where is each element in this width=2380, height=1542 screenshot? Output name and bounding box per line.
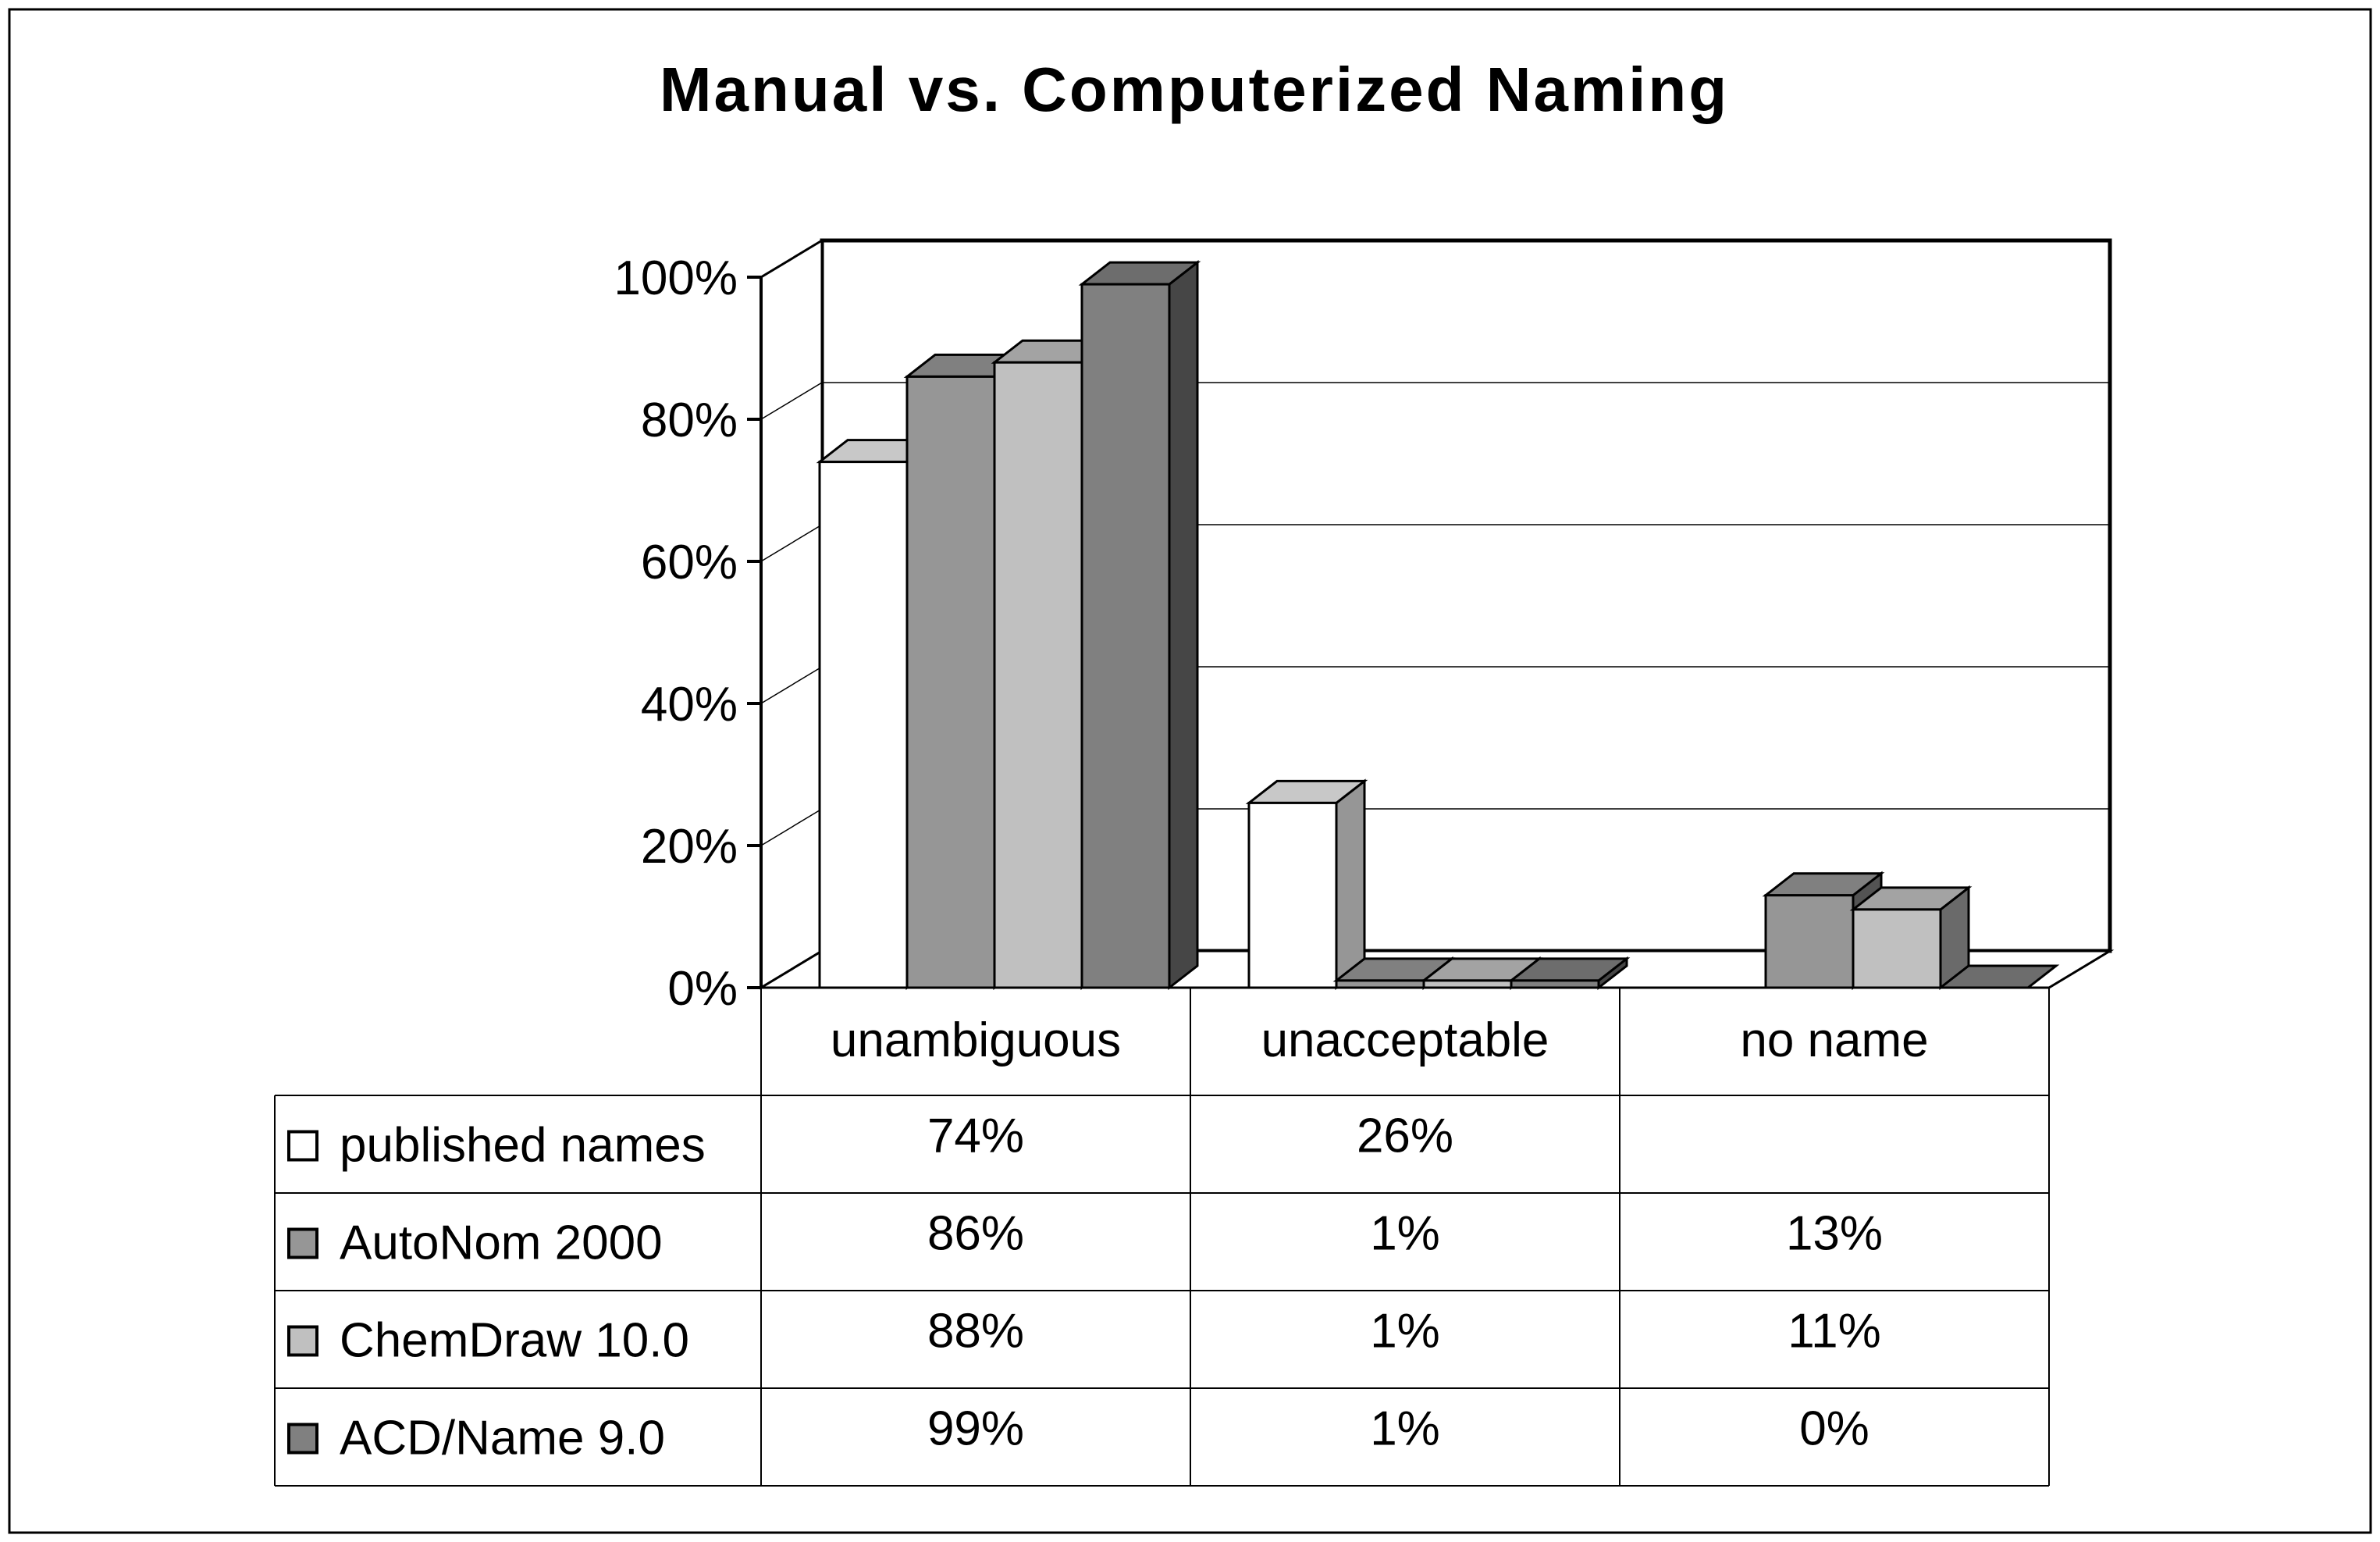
gridline-side: [760, 666, 823, 704]
bar-front: [1247, 801, 1338, 989]
legend-key: [287, 1325, 318, 1357]
legend-label: AutoNom 2000: [340, 1216, 663, 1270]
data-label: 99%: [927, 1402, 1024, 1456]
data-label: 0%: [1799, 1402, 1869, 1456]
bar-side: [1335, 778, 1366, 991]
legend-key: [287, 1130, 318, 1162]
legend-label: ChemDraw 10.0: [340, 1314, 689, 1368]
bar: [1078, 260, 1201, 991]
data-label: 1%: [1370, 1305, 1440, 1359]
data-label: 13%: [1786, 1207, 1883, 1261]
gridline-side: [760, 808, 823, 846]
chart-title: Manual vs. Computerized Naming: [660, 55, 1729, 124]
bar-side: [1168, 260, 1199, 991]
data-label: 74%: [927, 1109, 1024, 1163]
x-tick-label: no name: [1740, 1013, 1928, 1067]
data-label: 88%: [927, 1305, 1024, 1359]
gridline-side: [760, 524, 823, 562]
data-label: 86%: [927, 1207, 1024, 1261]
data-table: unambiguous unacceptable no name published …: [274, 988, 2050, 1487]
legend-key: [287, 1227, 318, 1259]
legend-label: published names: [340, 1119, 706, 1173]
side-wall: [760, 238, 824, 990]
bar-front: [1852, 908, 1942, 989]
y-tick-label: 80%: [641, 394, 738, 447]
data-label: 1%: [1370, 1402, 1440, 1456]
gridline-side: [760, 382, 823, 420]
bar-front: [1764, 894, 1855, 989]
bar-front: [818, 461, 909, 989]
data-label: 1%: [1370, 1207, 1440, 1261]
legend-key: [287, 1423, 318, 1455]
y-tick-label: 0%: [667, 962, 738, 1016]
axes: [747, 276, 2049, 989]
x-tick-label: unambiguous: [831, 1013, 1121, 1067]
bar-front: [905, 375, 996, 989]
y-tick-labels: 0% 20% 40% 60% 80% 100%: [614, 251, 738, 1016]
bar: [1849, 885, 1973, 991]
y-tick-label: 40%: [641, 678, 738, 732]
bar-front: [993, 361, 1083, 989]
y-tick-label: 100%: [614, 251, 738, 305]
bar: [1507, 956, 1631, 991]
bars: [816, 260, 2060, 991]
legend-label: ACD/Name 9.0: [340, 1412, 665, 1465]
y-tick-label: 60%: [641, 536, 738, 589]
x-tick-label: unacceptable: [1261, 1013, 1549, 1067]
bar: [1245, 778, 1368, 991]
y-tick-label: 20%: [641, 820, 738, 874]
data-label: 26%: [1357, 1109, 1453, 1163]
bar-front: [1080, 283, 1171, 989]
data-label: 11%: [1788, 1305, 1881, 1359]
